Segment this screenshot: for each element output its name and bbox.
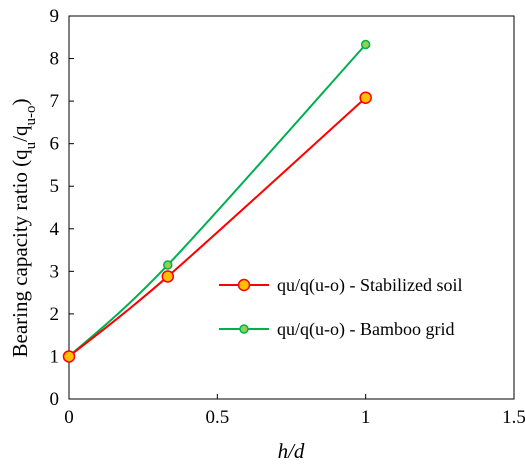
axes <box>68 15 515 400</box>
legend-marker <box>237 278 251 292</box>
x-tick-label: 1 <box>361 407 371 428</box>
x-axis-title: h/d <box>278 439 305 463</box>
y-tick-label: 0 <box>50 389 60 410</box>
legend: qu/q(u-o) - Stabilized soil qu/q(u-o) - B… <box>219 275 462 340</box>
y-axis-title-main: Bearing capacity ratio (q <box>8 149 32 358</box>
legend-entry-0: qu/q(u-o) - Stabilized soil <box>219 275 462 296</box>
data-point <box>163 260 173 270</box>
series-line-1 <box>68 43 367 358</box>
legend-marker <box>239 324 249 334</box>
y-axis-title-end: ) <box>8 99 32 106</box>
y-axis-title-mid: /q <box>8 125 32 142</box>
y-axis-title-sub2: u-o <box>23 106 39 126</box>
series-1 <box>64 39 371 362</box>
data-point <box>62 350 76 363</box>
legend-entry-1: qu/q(u-o) - Bamboo grid <box>219 319 454 340</box>
legend-label: qu/q(u-o) - Bamboo grid <box>277 319 454 340</box>
y-axis-title-sub1: u <box>23 141 39 149</box>
y-tick-label: 5 <box>50 176 60 197</box>
data-point <box>359 91 372 104</box>
x-tick-label: 0 <box>64 407 74 428</box>
legend-label: qu/q(u-o) - Stabilized soil <box>277 275 462 296</box>
y-tick-label: 7 <box>50 91 60 112</box>
series-line-0 <box>68 96 367 358</box>
y-tick-label: 2 <box>50 304 60 325</box>
y-tick-label: 4 <box>50 219 60 240</box>
x-tick-label: 0.5 <box>205 407 229 428</box>
series-0 <box>62 91 372 363</box>
y-tick-label: 6 <box>50 134 60 155</box>
y-tick-label: 9 <box>50 6 60 27</box>
series-layer <box>62 39 372 363</box>
y-tick-label: 1 <box>50 346 60 367</box>
y-tick-label: 3 <box>50 261 60 282</box>
ticks: 0 1 2 3 4 5 6 7 8 9 0 0.5 1 1.5 <box>50 6 525 428</box>
plot-frame <box>68 15 515 400</box>
data-point <box>161 270 175 283</box>
data-point <box>360 39 371 50</box>
y-tick-label: 8 <box>50 49 60 70</box>
y-axis-title: Bearing capacity ratio (qu/qu-o) <box>8 99 39 358</box>
x-tick-label: 1.5 <box>502 407 525 428</box>
